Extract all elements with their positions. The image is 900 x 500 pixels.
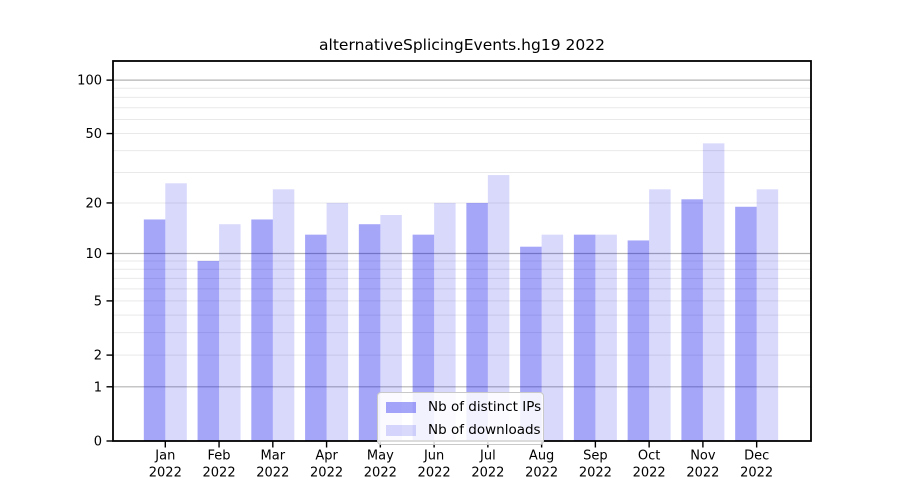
y-tick-label-100: 100 [77, 74, 102, 89]
bar-ips-feb [197, 260, 220, 441]
x-tick-label-month-may: May [367, 449, 394, 464]
x-tick-label-month-jun: Jun [423, 449, 444, 464]
y-tick-label-1: 1 [94, 380, 102, 395]
x-tick-label-year-may: 2022 [364, 466, 397, 481]
x-tick-label-month-jul: Jul [479, 449, 496, 464]
x-tick-label-year-sep: 2022 [579, 466, 612, 481]
x-tick-label-month-sep: Sep [583, 449, 608, 464]
x-tick-label-year-feb: 2022 [203, 466, 236, 481]
bar-ips-apr [305, 234, 327, 441]
bar-downloads-sep [595, 234, 617, 441]
x-tick-label-year-oct: 2022 [633, 466, 666, 481]
x-tick-label-month-dec: Dec [744, 449, 769, 464]
y-tick-label-0: 0 [94, 435, 102, 450]
downloads-color-swatch [386, 424, 416, 436]
bar-ips-sep [573, 234, 596, 441]
bar-downloads-feb [219, 224, 241, 441]
legend-item-distinct-ips: Nb of distinct IPs [386, 399, 541, 415]
bar-ips-oct [627, 240, 650, 441]
x-tick-label-year-apr: 2022 [310, 466, 343, 481]
bar-downloads-jan [165, 183, 187, 441]
bar-ips-nov [681, 199, 703, 441]
bar-downloads-may [380, 214, 402, 441]
bar-downloads-apr [326, 202, 349, 441]
distinct-ips-legend-label: Nb of distinct IPs [428, 399, 542, 415]
x-tick-label-year-jul: 2022 [471, 466, 504, 481]
x-tick-label-month-aug: Aug [529, 449, 554, 464]
x-tick-label-month-nov: Nov [690, 449, 716, 464]
bar-downloads-jul [487, 175, 510, 441]
bar-ips-dec [735, 206, 757, 441]
y-tick-label-2: 2 [94, 349, 102, 364]
x-tick-label-year-jun: 2022 [418, 466, 451, 481]
x-tick-label-month-feb: Feb [208, 449, 231, 464]
y-tick-label-10: 10 [85, 247, 102, 262]
chart-title: alternativeSplicingEvents.hg19 2022 [319, 36, 605, 54]
x-tick-label-year-mar: 2022 [256, 466, 289, 481]
legend-item-downloads: Nb of downloads [386, 422, 541, 438]
x-tick-label-month-jan: Jan [154, 449, 175, 464]
y-tick-label-50: 50 [85, 127, 102, 142]
distinct-ips-color-swatch [386, 401, 416, 413]
bar-ips-may [358, 224, 381, 441]
x-tick-label-month-mar: Mar [261, 449, 286, 464]
x-tick-label-year-aug: 2022 [525, 466, 558, 481]
y-tick-label-20: 20 [85, 196, 102, 211]
x-tick-label-year-dec: 2022 [740, 466, 773, 481]
bar-downloads-oct [649, 189, 671, 441]
bar-downloads-nov [702, 143, 725, 441]
bar-downloads-mar [272, 189, 295, 441]
y-tick-label-5: 5 [94, 294, 102, 309]
x-tick-label-year-jan: 2022 [149, 466, 182, 481]
bar-ips-mar [251, 219, 273, 441]
bar-ips-jun [412, 234, 435, 441]
downloads-legend-label: Nb of downloads [428, 422, 541, 438]
x-tick-label-year-nov: 2022 [686, 466, 719, 481]
bar-downloads-dec [756, 189, 779, 441]
bar-downloads-aug [541, 234, 564, 441]
x-tick-label-month-oct: Oct [638, 449, 660, 464]
bar-downloads-jun [434, 202, 456, 441]
bar-ips-jul [466, 202, 488, 441]
legend: Nb of distinct IPs Nb of downloads [377, 392, 544, 445]
x-tick-label-month-apr: Apr [315, 449, 338, 464]
bar-ips-jan [143, 219, 166, 441]
